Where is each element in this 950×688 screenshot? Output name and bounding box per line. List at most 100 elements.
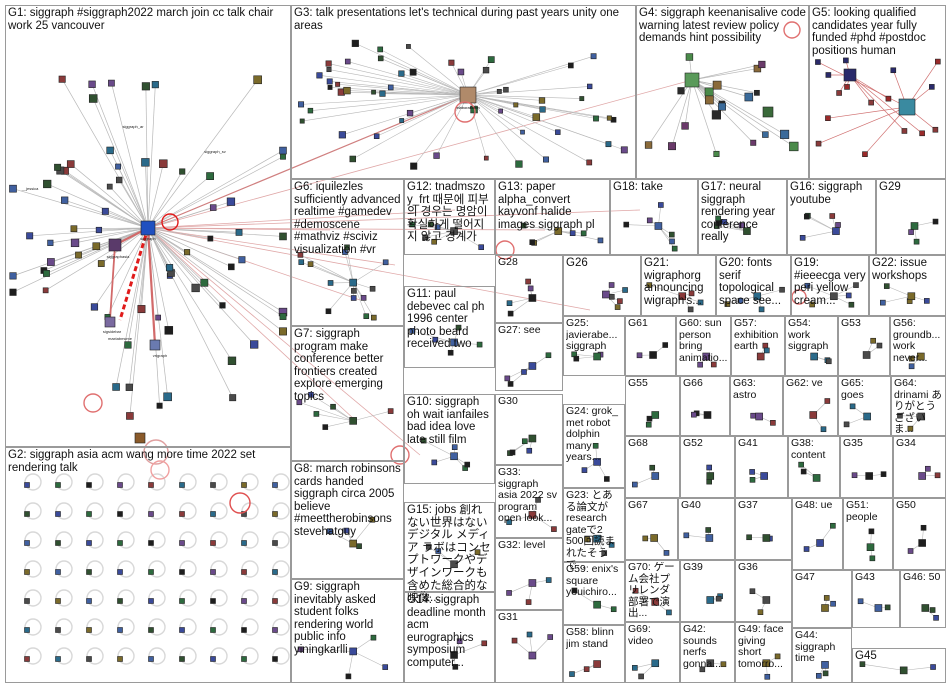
node [569,230,576,237]
hub-node [812,474,821,482]
cross-group-edge [147,94,469,229]
cross-group-edge [147,209,641,229]
group-box-g11: G11: paul debevec cal ph 1996 center pho… [404,286,495,368]
group-box-g58: G58: blinn jim stand [563,625,625,683]
edge [649,284,683,297]
group-box-g45: G45 [852,648,946,683]
strong-edge [109,244,116,321]
self-loop [791,289,807,305]
group-label: G43 [855,572,875,583]
hub-node [899,666,908,675]
node [425,544,432,550]
node [646,282,653,288]
group-label: G44: siggraph time [795,630,836,665]
isolate-node [272,482,278,488]
isolate-node [210,511,216,517]
node [737,297,744,304]
node-label: sigsidebar [103,329,122,334]
g5-node [815,59,821,65]
g1-node [75,251,82,259]
group-box-g21: G21: wigraphorg announcing wigraph's... [641,255,716,316]
hub-node [349,417,357,425]
edge [348,651,354,677]
g1-node [97,260,105,267]
edge [329,530,354,544]
node [662,342,669,348]
node [313,411,320,417]
hub-node [528,651,537,660]
g4-node [750,139,757,146]
isolate-node [210,540,216,546]
node [848,301,855,308]
hub-edge [70,163,149,229]
self-loop [55,647,73,665]
isolate-node [117,540,123,546]
node [749,588,756,595]
node-label: siggraphasia [107,254,130,259]
isolate-node [86,598,92,604]
node [431,459,438,466]
node [868,528,875,535]
node [829,213,836,219]
hub-node [918,539,926,547]
hub-node [762,596,771,604]
self-loop [24,618,42,636]
group-box-g31: G31 [495,610,563,683]
hub-node [703,411,712,419]
g1-node [88,94,98,103]
group-box-g40: G40 [678,498,735,560]
g3-node [298,101,305,108]
group-box-g54: G54: work siggraph [785,316,838,376]
hub-edge [467,94,590,163]
g1-node [115,176,123,184]
group-box-g35: G35 [840,436,893,498]
hub-node [762,534,771,542]
isolate-node [210,627,216,633]
node [691,411,697,418]
isolate-node [241,540,247,546]
group-box-g23: G23: とある論文がresearch gateで2 500回読まれたそうで..… [563,488,625,570]
g5-node [935,58,941,65]
hub-edge [129,227,149,416]
g3-node [568,62,574,69]
node [799,235,806,241]
node [746,534,752,541]
g3-node [498,108,504,114]
hub-edge [352,94,469,160]
hub-edge [301,94,469,105]
node [526,631,533,638]
group-label: G28 [498,257,518,268]
hub-edge [147,227,223,306]
hub-node [762,659,771,668]
node [520,222,527,229]
node [296,399,303,406]
edge [523,225,559,232]
node-label: maxtabmcme [108,336,133,341]
node [758,306,765,313]
group-label: G12: tnadmszo y_frt 때문에 피부의 경우는 명암이 확실하게… [407,181,489,244]
hub-edge [467,94,582,99]
hub-node [528,511,537,519]
cross-group-edge [147,227,356,421]
hub-edge [401,73,469,96]
node [724,301,731,307]
hub-node [916,352,925,361]
g3-node [316,72,323,79]
self-loop [117,589,135,607]
self-loop [179,531,197,549]
node [583,666,590,672]
hub-node [760,472,768,480]
self-loop [179,618,197,636]
g5-node [825,72,832,78]
node [521,369,527,375]
edge [344,252,354,283]
group-label: G13: paper alpha_convert kayvonf halide … [498,181,595,231]
g1-node [229,394,237,402]
hub-edge [115,227,149,388]
node [617,298,623,304]
hub-edge [74,227,149,244]
strong-edge [146,227,157,346]
hub-edge [413,94,469,167]
edge [574,354,598,357]
g4-node [753,64,762,73]
